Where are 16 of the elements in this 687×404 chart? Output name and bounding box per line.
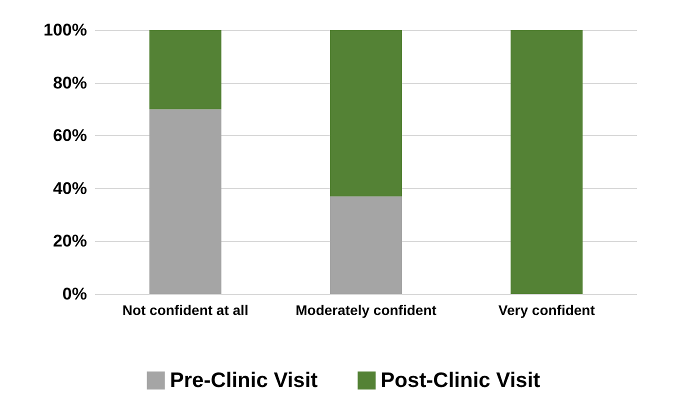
x-tick-label: Not confident at all [122,302,248,318]
bar [510,30,583,294]
y-tick-label: 20% [52,232,87,251]
legend-label: Pre-Clinic Visit [170,369,318,392]
bar [330,196,402,294]
y-tick-label: 40% [52,178,87,198]
y-tick-label: 100% [44,20,87,40]
y-tick-label: 80% [52,73,87,92]
y-tick-label: 0% [62,284,87,304]
x-tick-label: Moderately confident [296,302,437,318]
x-tick-label: Very confident [498,302,596,318]
y-tick-label: 60% [52,126,87,146]
bar [149,30,222,110]
bar [149,109,222,294]
legend-label: Post-Clinic Visit [380,369,540,392]
bar [330,30,402,196]
